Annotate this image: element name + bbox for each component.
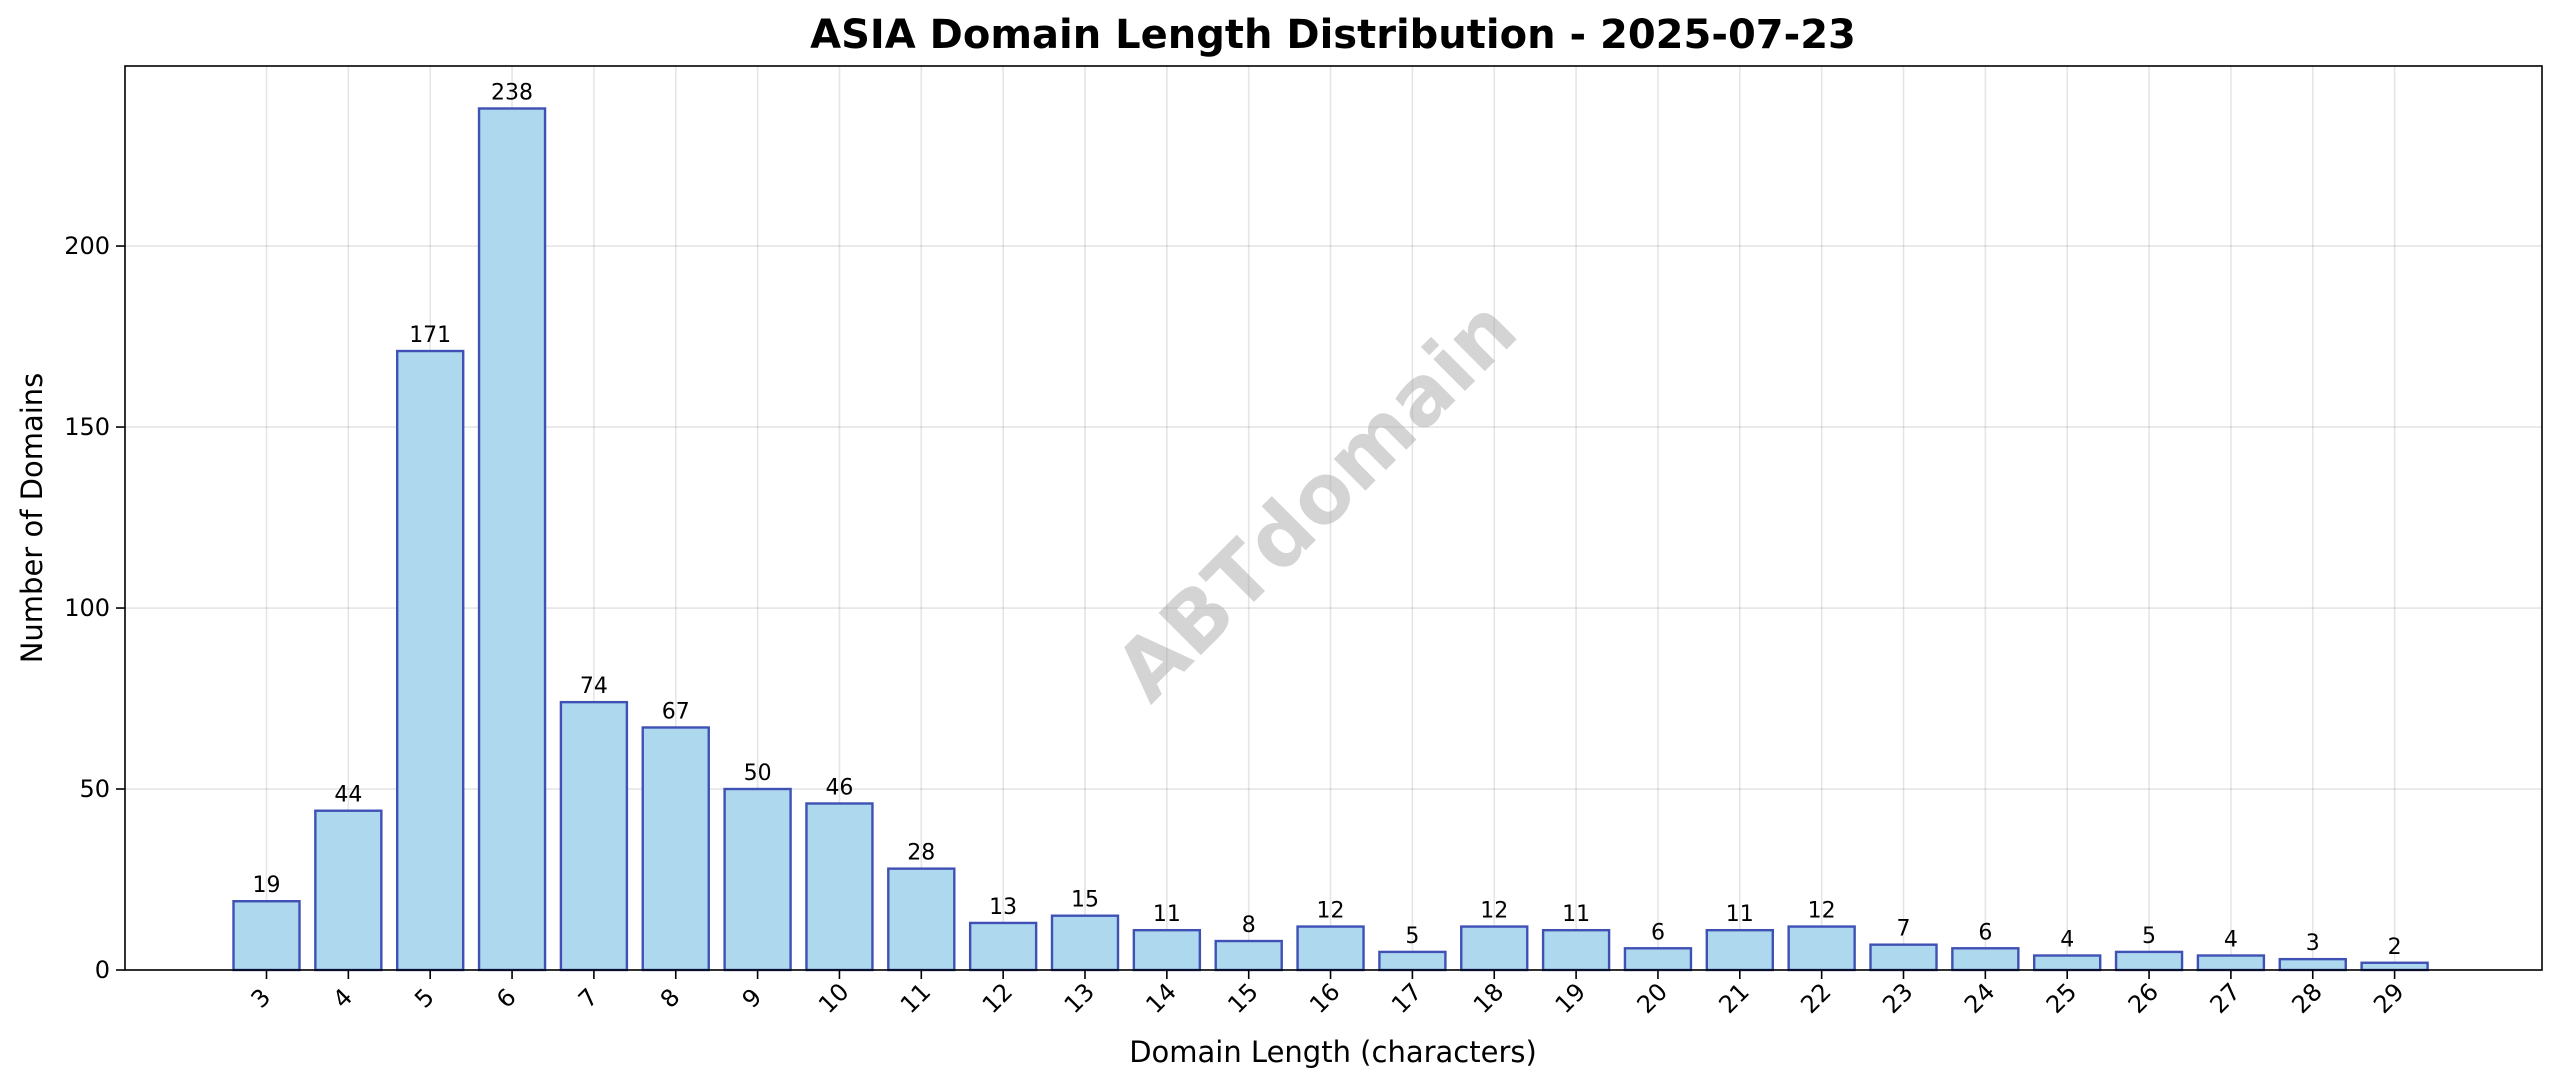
y-tick-label: 150 [64, 413, 110, 441]
bar-value-label: 5 [1405, 924, 1419, 949]
x-tick-label: 7 [573, 983, 604, 1014]
x-tick-label: 6 [491, 983, 522, 1014]
plot-frame [124, 65, 2543, 971]
bar-value-label: 2 [2388, 935, 2402, 960]
x-tick-label: 13 [1059, 978, 1100, 1019]
x-tick-label: 22 [1795, 978, 1836, 1019]
x-tick-label: 15 [1222, 978, 1263, 1019]
x-tick-label: 3 [246, 983, 277, 1014]
bar [1787, 925, 1856, 972]
y-tick-label: 0 [95, 956, 110, 984]
bar-value-label: 12 [1480, 899, 1508, 924]
bar-value-label: 67 [662, 699, 690, 724]
x-tick-label: 8 [655, 983, 686, 1014]
bar [1296, 925, 1365, 972]
x-tick-label: 29 [2368, 978, 2409, 1019]
bar [2114, 950, 2184, 972]
bar-value-label: 11 [1726, 902, 1754, 927]
bar-value-label: 4 [2060, 928, 2074, 953]
bar-value-label: 6 [1978, 920, 1992, 945]
bar-value-label: 44 [334, 783, 362, 808]
x-tick-label: 14 [1140, 978, 1181, 1019]
bar [396, 349, 465, 972]
bar [1623, 947, 1693, 972]
bar [1705, 928, 1775, 972]
bar [1951, 947, 2020, 972]
bar [723, 787, 792, 972]
bar-value-label: 3 [2306, 931, 2320, 956]
x-tick-label: 24 [1959, 978, 2000, 1019]
x-tick-label: 20 [1632, 978, 1673, 1019]
x-tick-label: 19 [1550, 978, 1591, 1019]
x-tick-label: 26 [2123, 978, 2164, 1019]
y-axis-label: Number of Domains [15, 373, 49, 664]
x-axis-label: Domain Length (characters) [1129, 1035, 1537, 1069]
y-tick-label: 100 [64, 594, 110, 622]
x-tick-label: 11 [895, 978, 936, 1019]
watermark: ABTdomain [1098, 282, 1536, 720]
bar [1541, 928, 1611, 972]
y-tick-label: 50 [79, 775, 110, 803]
bar-value-label: 46 [825, 775, 853, 800]
bar [232, 900, 301, 972]
bar-value-label: 7 [1897, 917, 1911, 942]
bar [968, 921, 1038, 972]
bar [2360, 961, 2429, 972]
bar-value-label: 12 [1808, 899, 1836, 924]
bar-value-label: 11 [1153, 902, 1181, 927]
bar [805, 802, 874, 972]
bar [1050, 914, 1120, 972]
x-tick-label: 18 [1468, 978, 1509, 1019]
bar [2196, 954, 2266, 972]
x-tick-label: 4 [327, 983, 358, 1014]
bar [1869, 943, 1938, 972]
bar-value-label: 12 [1317, 899, 1345, 924]
x-tick-label: 17 [1386, 978, 1427, 1019]
bar-value-label: 8 [1242, 913, 1256, 938]
x-tick-label: 28 [2286, 978, 2327, 1019]
bar [1378, 950, 1447, 972]
bar-value-label: 6 [1651, 920, 1665, 945]
chart-title: ASIA Domain Length Distribution - 2025-0… [810, 12, 1856, 58]
bar-value-label: 238 [491, 81, 533, 106]
bar-value-label: 5 [2142, 924, 2156, 949]
bar-value-label: 74 [580, 674, 608, 699]
x-tick-label: 9 [737, 983, 768, 1014]
x-tick-label: 21 [1713, 978, 1754, 1019]
x-tick-label: 12 [977, 978, 1018, 1019]
x-tick-label: 10 [813, 978, 854, 1019]
bar [1214, 939, 1283, 972]
bar [2032, 954, 2102, 972]
bar-value-label: 19 [253, 873, 281, 898]
bar-value-label: 4 [2224, 928, 2238, 953]
bar [887, 867, 956, 972]
bar [2278, 957, 2347, 972]
bar [477, 107, 547, 972]
y-tick-label: 200 [64, 232, 110, 260]
x-tick-label: 5 [409, 983, 440, 1014]
x-tick-label: 27 [2205, 978, 2246, 1019]
bar [641, 726, 710, 972]
bar [559, 700, 629, 972]
bar-value-label: 171 [409, 323, 451, 348]
bar [1460, 925, 1529, 972]
bar-value-label: 11 [1562, 902, 1590, 927]
x-tick-label: 25 [2041, 978, 2082, 1019]
x-tick-label: 23 [1877, 978, 1918, 1019]
bar-value-label: 50 [744, 761, 772, 786]
y-axis-ticks: 0 50 100 150 200 [64, 232, 125, 984]
x-axis-ticks: 3 4 5 6 7 8 9 10 11 12 13 14 15 16 17 18 19 20 21 22 23 24 25 2… [246, 970, 2410, 1019]
bar-value-label: 15 [1071, 888, 1099, 913]
bar-value-label: 28 [907, 841, 935, 866]
bar-value-label: 13 [989, 895, 1017, 920]
bar [1132, 928, 1202, 972]
x-tick-label: 16 [1304, 978, 1345, 1019]
bar [314, 809, 383, 972]
